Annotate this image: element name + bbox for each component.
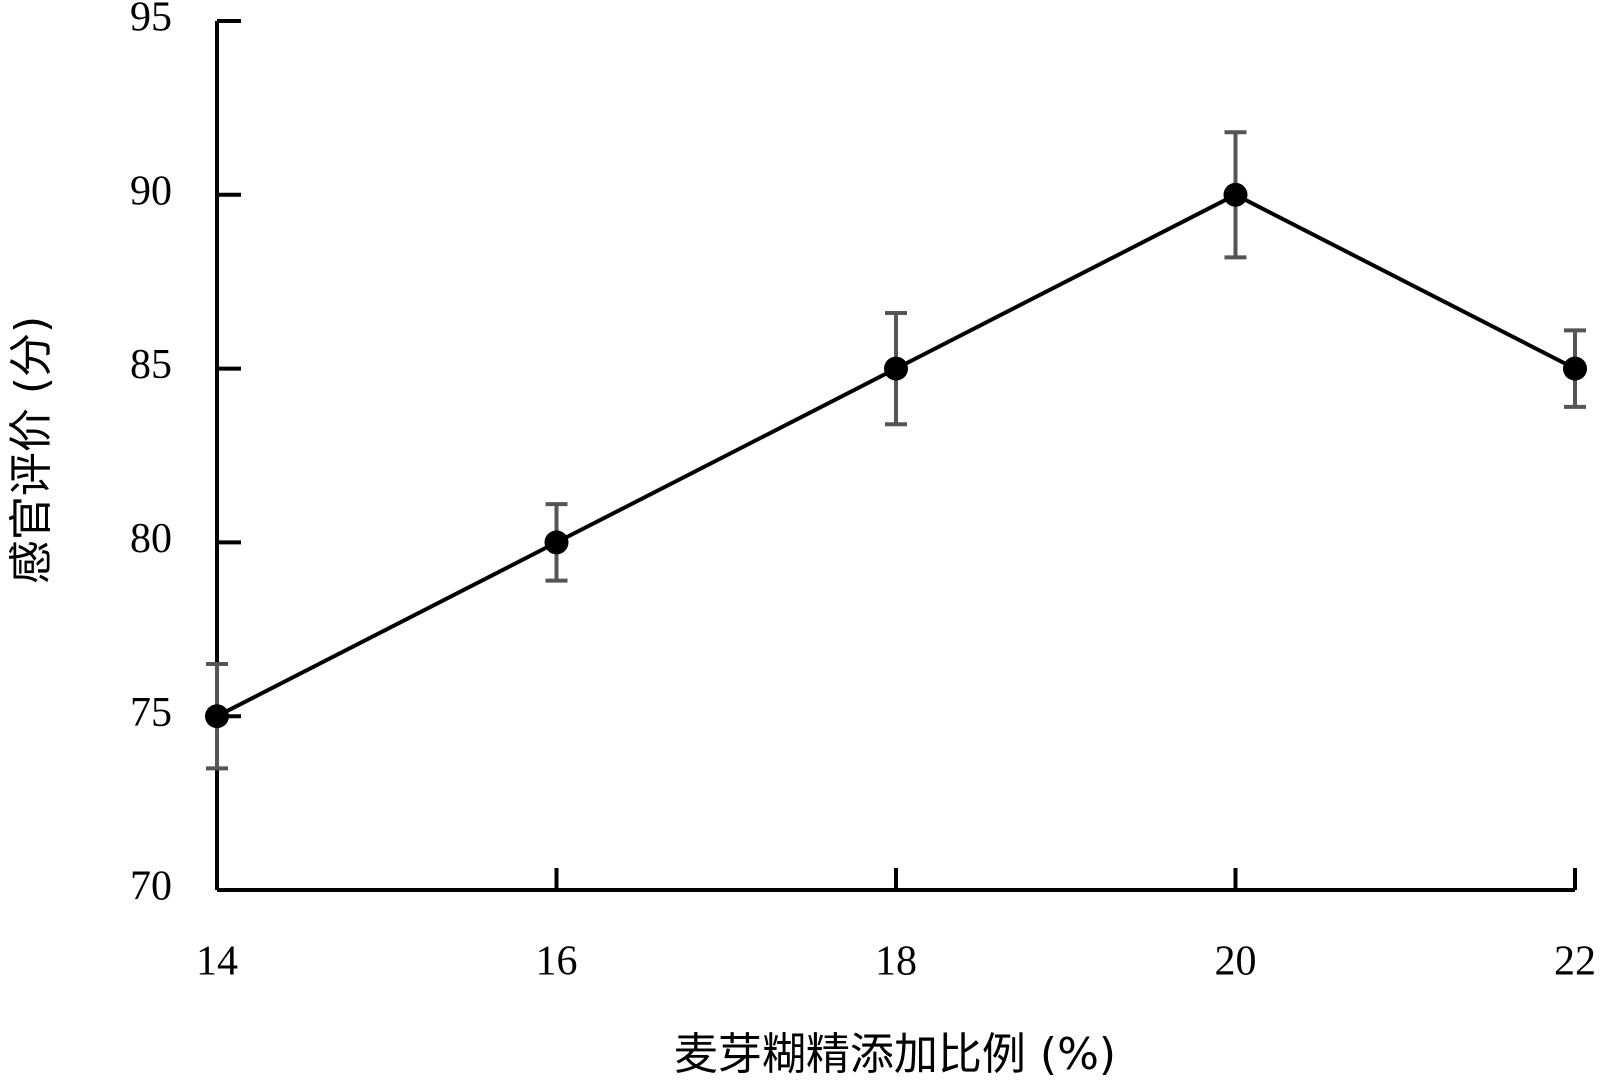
x-tick-label: 20 [1215,939,1257,985]
data-point [1223,182,1248,207]
y-axis-label: 感官评价 (分) [6,316,57,584]
y-tick-label: 80 [130,516,172,562]
x-axis-label: 麦芽糊精添加比例 (%) [674,1029,1116,1080]
y-tick-label: 75 [130,690,172,736]
data-point [544,530,569,555]
y-tick-label: 95 [130,0,172,41]
y-tick-label: 70 [130,864,172,910]
y-tick-label: 85 [130,342,172,388]
x-tick-label: 16 [536,939,578,985]
data-point [1563,356,1587,381]
data-point [884,356,908,381]
x-tick-label: 18 [875,939,917,985]
x-tick-label: 22 [1554,939,1596,985]
y-tick-label: 90 [130,168,172,214]
data-point [205,704,229,729]
series-line [216,192,1576,718]
x-tick-label: 14 [196,939,238,985]
